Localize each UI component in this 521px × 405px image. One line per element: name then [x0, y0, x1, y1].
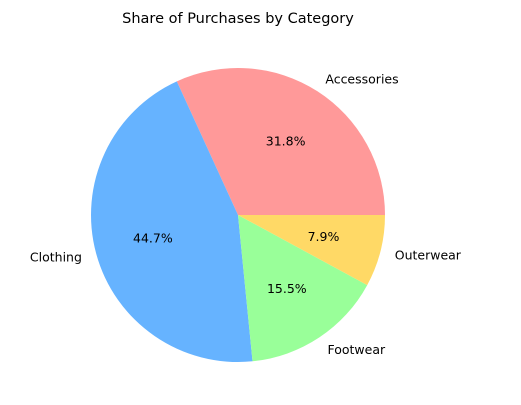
- pie-slice-accessories: [176, 68, 385, 215]
- pie-slice-footwear: [238, 215, 368, 362]
- slice-label-accessories: Accessories: [325, 71, 398, 86]
- slice-label-clothing: Clothing: [30, 250, 82, 265]
- pie-slices: [91, 68, 385, 363]
- slice-percent-footwear: 15.5%: [267, 281, 307, 296]
- slice-percent-accessories: 31.8%: [266, 133, 306, 148]
- slice-percent-clothing: 44.7%: [133, 231, 173, 246]
- pie-labels: Accessories 31.8% Clothing 44.7% Footwear 15.…: [30, 71, 462, 357]
- slice-label-footwear: Footwear: [327, 342, 386, 357]
- pie-slice-clothing: [91, 81, 253, 363]
- slice-label-outerwear: Outerwear: [395, 247, 462, 262]
- pie-slice-outerwear: [238, 215, 385, 286]
- chart-title: Share of Purchases by Category: [122, 11, 354, 27]
- slice-percent-outerwear: 7.9%: [308, 229, 340, 244]
